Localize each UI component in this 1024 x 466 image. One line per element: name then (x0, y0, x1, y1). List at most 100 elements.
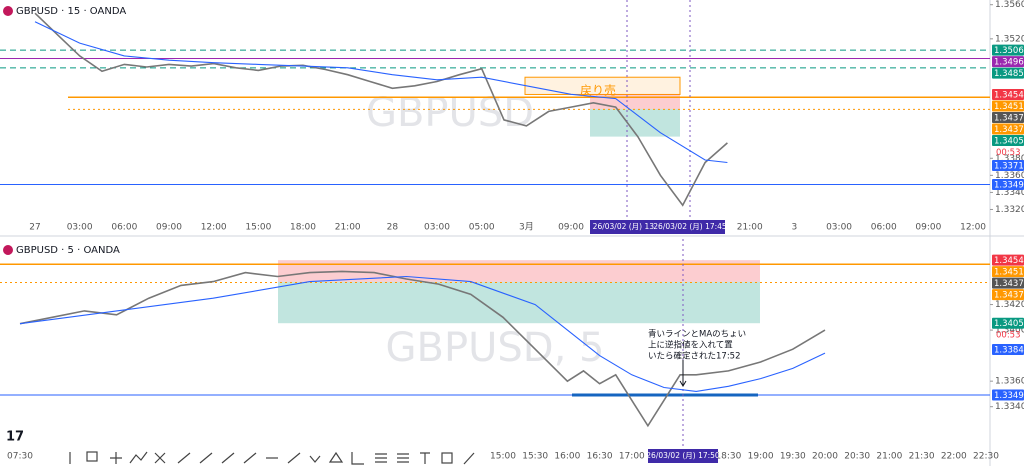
price-label-bg (992, 159, 1024, 171)
x-tick-label: 12:00 (960, 223, 986, 233)
x-tick-label: 16:30 (587, 452, 613, 462)
price-label-bg (992, 289, 1024, 301)
annotation: 戻り売 (580, 83, 616, 98)
annotation-arrow (679, 360, 687, 387)
x-tick-label: 22:30 (973, 452, 999, 462)
tool-icon[interactable] (309, 455, 321, 463)
x-tick-label: 03:00 (424, 223, 450, 233)
x-tick-label: 03:00 (67, 223, 93, 233)
tool-icon[interactable] (86, 451, 98, 462)
tool-icon[interactable] (328, 451, 344, 463)
price-label-bg (992, 277, 1024, 289)
annotation: いたら確定された17:52 (648, 351, 741, 362)
price-label: 1.34548 (994, 256, 1024, 266)
x-tick-label: 28 (387, 223, 399, 233)
profit-zone (278, 281, 760, 324)
x-tick-label: 19:30 (780, 452, 806, 462)
price-label-bg (992, 100, 1024, 112)
price-label: 1.34373 (994, 291, 1024, 301)
x-tick-label: 03:00 (826, 223, 852, 233)
tool-icon[interactable] (110, 452, 122, 464)
tool-icon[interactable] (287, 452, 301, 464)
cursor-label-bg (590, 220, 664, 234)
price-label-bg (992, 389, 1024, 401)
x-tick-label: 20:30 (844, 452, 870, 462)
price-label-bg (992, 254, 1024, 266)
price-label: 1.33492 (994, 181, 1024, 191)
annotation: 青いラインとMAのちょい (648, 329, 746, 340)
x-tick-label: 27 (29, 223, 40, 233)
y-tick-label: 1.33400 (995, 188, 1024, 198)
x-tick-label: 18:00 (290, 223, 316, 233)
cursor-label: 26/03/02 (月) 17:45 (653, 222, 727, 231)
tool-icon[interactable] (243, 452, 257, 464)
price-label: 1.35067 (994, 46, 1024, 56)
price-label: 1.34054 (994, 136, 1024, 146)
tool-icon[interactable] (397, 453, 409, 463)
x-tick-label: 19:00 (748, 452, 774, 462)
drawing-toolbar: 17 (6, 430, 490, 466)
tool-icon[interactable] (129, 451, 148, 464)
price-label-bg (992, 134, 1024, 146)
cursor-label: 26/03/02 (月) 17:50 (646, 451, 720, 460)
x-tick-label: 15:00 (245, 223, 271, 233)
x-tick-label: 06:00 (871, 223, 897, 233)
price-label-bg (992, 123, 1024, 135)
x-tick-label: 20:00 (812, 452, 838, 462)
tool-icon[interactable] (221, 452, 235, 464)
tool-icon[interactable] (375, 453, 387, 463)
tool-icon[interactable] (420, 452, 430, 464)
logo: 17 (6, 430, 24, 445)
x-tick-label: 12:00 (201, 223, 227, 233)
price-label: 1.34516 (994, 268, 1024, 278)
price-label-bg (992, 179, 1024, 191)
price-label: 1.34054 (994, 319, 1024, 329)
x-tick-label: 09:00 (558, 223, 584, 233)
cursor-label: 26/03/02 (月) 13:4 (593, 222, 662, 231)
price-label: 1.34859 (994, 69, 1024, 79)
price-label: 1.33492 (994, 391, 1024, 401)
y-tick-label: 1.33800 (995, 154, 1024, 164)
y-tick-label: 1.33400 (995, 402, 1024, 412)
price-label: 1.34548 (994, 90, 1024, 100)
symbol-title: GBPUSD · 15 · OANDA (16, 6, 126, 17)
price-label: 1.34373 (994, 125, 1024, 135)
moving-average (34, 21, 728, 164)
price-line (34, 12, 728, 207)
price-label: 1.34378 (994, 279, 1024, 289)
price-label-bg (992, 111, 1024, 123)
symbol-icon (3, 6, 13, 16)
tool-icon[interactable] (177, 452, 191, 464)
price-label-bg (992, 56, 1024, 68)
x-tick-label: 21:00 (737, 223, 763, 233)
x-tick-label: 06:00 (111, 223, 137, 233)
tool-icon[interactable] (463, 452, 475, 465)
tool-icon[interactable] (441, 452, 453, 464)
x-tick-label: 18:30 (715, 452, 741, 462)
countdown: 00:53 (996, 331, 1021, 341)
x-tick-label: 22:00 (941, 452, 967, 462)
x-tick-label: 15:00 (490, 452, 516, 462)
y-tick-label: 1.33600 (995, 377, 1024, 387)
price-label-bg (992, 67, 1024, 79)
tool-icon[interactable] (351, 452, 364, 465)
tool-icon[interactable] (199, 452, 213, 464)
x-tick-label: 21:00 (335, 223, 361, 233)
y-tick-label: 1.34000 (995, 326, 1024, 336)
y-tick-label: 1.35200 (995, 34, 1024, 44)
y-tick-label: 1.34200 (995, 300, 1024, 310)
x-tick-label: 21:00 (876, 452, 902, 462)
symbol-icon (3, 245, 13, 255)
x-tick-label: 15:30 (522, 452, 548, 462)
y-tick-label: 1.33600 (995, 171, 1024, 181)
price-label-bg (992, 44, 1024, 56)
x-tick-label: 07:30 (7, 452, 33, 462)
tool-icon[interactable] (154, 452, 166, 464)
x-tick-label: 16:00 (554, 452, 580, 462)
symbol-title: GBPUSD · 5 · OANDA (16, 245, 120, 256)
x-tick-label: 17:00 (619, 452, 645, 462)
countdown: 00:53 (996, 148, 1021, 158)
price-label-bg (992, 266, 1024, 278)
